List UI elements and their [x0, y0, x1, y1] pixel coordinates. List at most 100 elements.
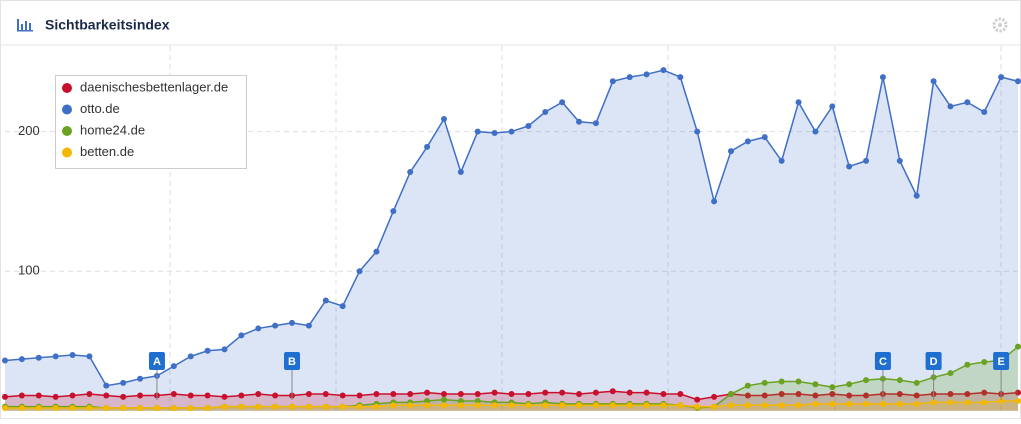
annotation-flag — [284, 352, 301, 370]
data-point — [187, 392, 194, 399]
data-point — [727, 391, 734, 398]
data-point — [221, 393, 228, 400]
data-point — [440, 402, 447, 409]
data-point — [913, 379, 920, 386]
data-point — [846, 163, 853, 170]
annotation-label: E — [997, 356, 1004, 368]
data-point — [390, 391, 397, 398]
data-point — [812, 128, 819, 135]
area-fill — [5, 70, 1018, 411]
data-point — [930, 78, 937, 85]
data-point — [440, 396, 447, 403]
data-point — [711, 403, 718, 410]
data-point — [407, 402, 414, 409]
data-point — [238, 403, 245, 410]
data-point — [863, 377, 870, 384]
data-point — [339, 403, 346, 410]
data-point — [626, 74, 633, 81]
data-point — [998, 398, 1005, 405]
data-point — [170, 405, 177, 412]
data-point — [120, 405, 127, 412]
data-point — [322, 297, 329, 304]
data-point — [930, 399, 937, 406]
data-point — [879, 400, 886, 407]
data-point — [744, 382, 751, 389]
data-point — [322, 391, 329, 398]
data-point — [221, 346, 228, 353]
data-point — [744, 392, 751, 399]
data-point — [204, 405, 211, 412]
data-point — [103, 405, 110, 412]
data-point — [238, 392, 245, 399]
legend-swatch — [62, 147, 72, 158]
data-point — [812, 392, 819, 399]
data-point — [609, 78, 616, 85]
data-point — [947, 399, 954, 406]
annotation-flag — [148, 352, 165, 370]
data-point — [829, 384, 836, 391]
data-point — [339, 303, 346, 310]
data-point — [491, 402, 498, 409]
data-point — [424, 398, 431, 405]
data-point — [508, 391, 515, 398]
data-point — [795, 378, 802, 385]
data-point — [576, 118, 583, 125]
data-point — [559, 402, 566, 409]
data-point — [576, 391, 583, 398]
data-point — [18, 356, 25, 363]
data-point — [86, 353, 93, 360]
settings-icon[interactable] — [992, 17, 1008, 33]
data-point — [187, 405, 194, 412]
data-point — [322, 403, 329, 410]
data-point — [525, 122, 532, 129]
data-point — [373, 248, 380, 255]
data-point — [542, 402, 549, 409]
data-point — [761, 134, 768, 141]
data-point — [592, 120, 599, 127]
data-point — [255, 391, 262, 398]
data-point — [69, 392, 76, 399]
data-point — [913, 400, 920, 407]
data-point — [170, 363, 177, 370]
data-point — [981, 399, 988, 406]
data-point — [52, 353, 59, 360]
data-point — [204, 392, 211, 399]
data-point — [626, 402, 633, 409]
data-point — [964, 361, 971, 368]
data-point — [255, 403, 262, 410]
data-point — [761, 379, 768, 386]
data-point — [1015, 389, 1021, 396]
annotation-flag — [925, 352, 942, 370]
legend-swatch — [62, 83, 72, 93]
header-bar — [1, 1, 1020, 45]
data-point — [559, 99, 566, 106]
data-point — [52, 393, 59, 400]
data-point — [2, 357, 8, 364]
data-point — [457, 398, 464, 405]
data-point — [846, 392, 853, 399]
data-point — [1015, 78, 1021, 85]
data-point — [424, 402, 431, 409]
area-fill — [5, 346, 1018, 411]
data-point — [964, 399, 971, 406]
data-point — [795, 391, 802, 398]
data-point — [238, 332, 245, 339]
data-point — [896, 400, 903, 407]
data-point — [35, 405, 42, 412]
data-point — [896, 391, 903, 398]
data-point — [390, 208, 397, 215]
data-point — [863, 400, 870, 407]
data-point — [643, 71, 650, 78]
data-point — [272, 403, 279, 410]
data-point — [727, 148, 734, 155]
data-point — [255, 325, 262, 332]
data-point — [2, 405, 8, 412]
legend-label: daenischesbettenlager.de — [80, 79, 228, 94]
data-point — [424, 389, 431, 396]
data-point — [272, 322, 279, 329]
annotation-label: C — [879, 356, 887, 368]
widget-title: Sichtbarkeitsindex — [45, 17, 170, 33]
data-point — [744, 138, 751, 145]
data-point — [457, 391, 464, 398]
data-point — [947, 370, 954, 377]
